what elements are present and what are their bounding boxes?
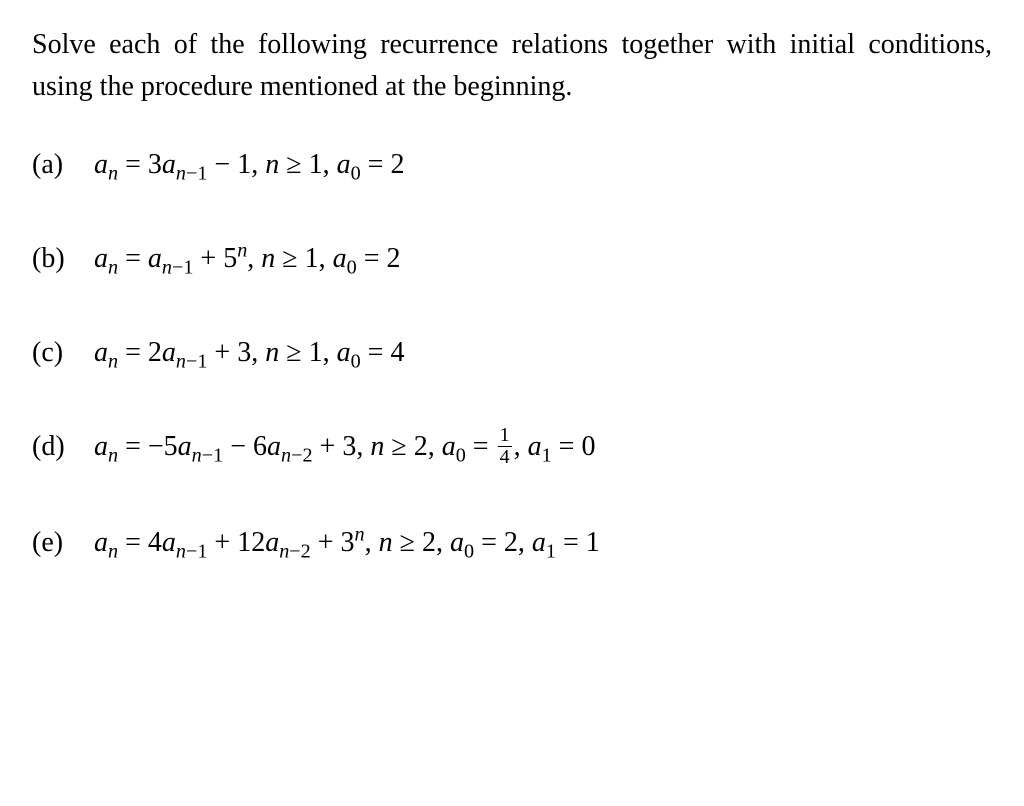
problem-d: (d) an = −5an−1 − 6an−2 + 3, n ≥ 2, a0 =…	[32, 426, 992, 470]
problem-equation: an = 3an−1 − 1, n ≥ 1, a0 = 2	[94, 144, 404, 186]
problem-equation: an = 4an−1 + 12an−2 + 3n, n ≥ 2, a0 = 2,…	[94, 522, 600, 564]
intro-paragraph: Solve each of the following recurrence r…	[32, 24, 992, 108]
problem-label: (b)	[32, 238, 80, 280]
problem-equation: an = 2an−1 + 3, n ≥ 1, a0 = 4	[94, 332, 404, 374]
problem-a: (a) an = 3an−1 − 1, n ≥ 1, a0 = 2	[32, 144, 992, 186]
problem-equation: an = −5an−1 − 6an−2 + 3, n ≥ 2, a0 = 14,…	[94, 426, 595, 470]
problem-c: (c) an = 2an−1 + 3, n ≥ 1, a0 = 4	[32, 332, 992, 374]
problem-label: (a)	[32, 144, 80, 186]
problem-label: (e)	[32, 522, 80, 564]
problem-list: (a) an = 3an−1 − 1, n ≥ 1, a0 = 2 (b) an…	[32, 144, 992, 564]
problem-label: (d)	[32, 426, 80, 468]
problem-b: (b) an = an−1 + 5n, n ≥ 1, a0 = 2	[32, 238, 992, 280]
problem-e: (e) an = 4an−1 + 12an−2 + 3n, n ≥ 2, a0 …	[32, 522, 992, 564]
problem-label: (c)	[32, 332, 80, 374]
problem-equation: an = an−1 + 5n, n ≥ 1, a0 = 2	[94, 238, 401, 280]
fraction-one-quarter: 14	[498, 425, 512, 468]
